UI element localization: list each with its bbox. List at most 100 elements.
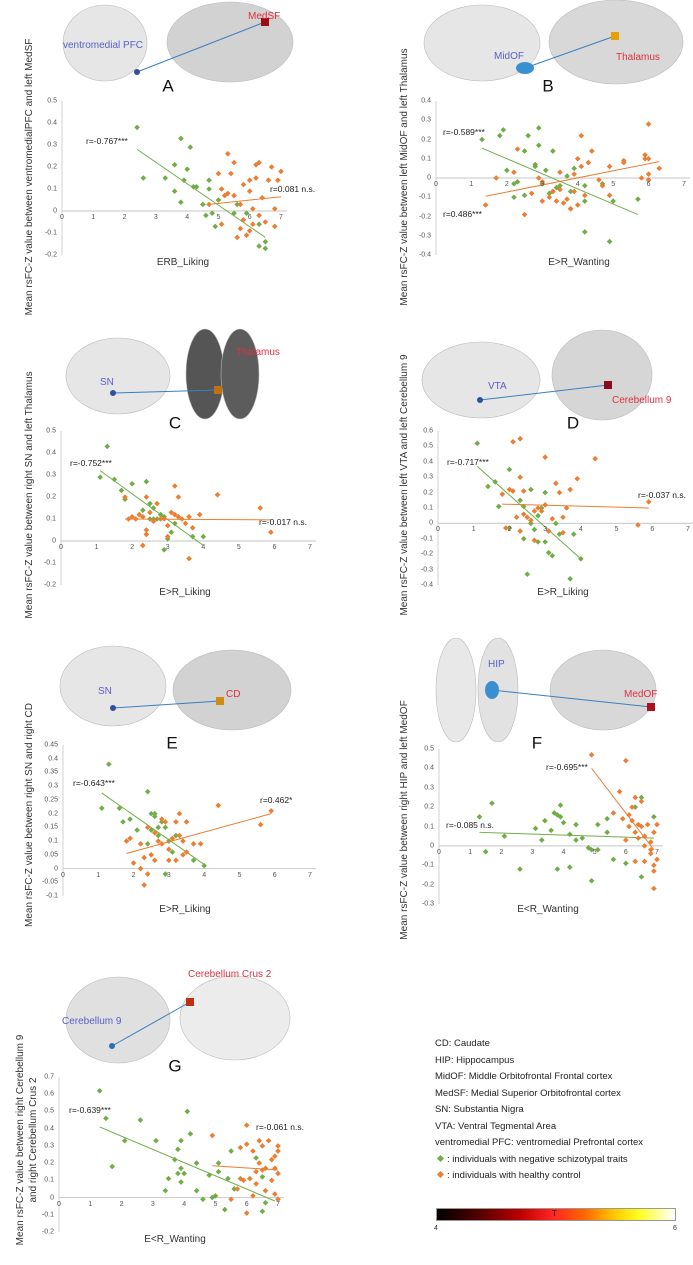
data-point-schizotypal (485, 483, 491, 490)
seed-region-label: ventromedial PFC (63, 40, 144, 51)
data-point-control (563, 505, 570, 511)
data-point-control (482, 202, 489, 208)
x-tick-label: 1 (471, 526, 476, 534)
data-point-control (582, 192, 588, 199)
data-point-schizotypal (511, 194, 517, 201)
legend-abbr: CD: Caudate (435, 1038, 490, 1049)
data-point-control (180, 852, 186, 858)
trend-line-control (212, 1165, 279, 1171)
data-point-control (535, 175, 542, 181)
data-point-control (645, 121, 652, 127)
y-tick-label: 0.35 (44, 768, 58, 776)
data-point-control (275, 1196, 281, 1203)
data-point-control (209, 1132, 216, 1139)
data-point-schizotypal (564, 173, 570, 179)
data-point-control (218, 186, 225, 192)
data-point-schizotypal (651, 814, 657, 820)
data-point-schizotypal (542, 539, 548, 545)
data-point-schizotypal (162, 824, 169, 831)
data-point-schizotypal (162, 1187, 169, 1194)
y-tick-label: 0 (53, 207, 57, 215)
data-point-control (642, 155, 648, 162)
data-point-schizotypal (190, 857, 197, 864)
data-point-control (620, 159, 627, 166)
data-point-control (520, 511, 527, 517)
y-tick-label: 0.1 (44, 1176, 54, 1184)
data-point-control (638, 798, 645, 805)
connection-line (136, 21, 266, 73)
data-point-schizotypal (215, 197, 222, 203)
data-point-schizotypal (201, 863, 207, 869)
data-point-control (175, 514, 182, 520)
x-tick-label: 6 (646, 181, 651, 188)
data-point-schizotypal (150, 505, 157, 511)
data-point-schizotypal (638, 874, 645, 880)
data-point-control (183, 849, 190, 855)
data-point-schizotypal (604, 829, 610, 836)
data-point-schizotypal (531, 526, 538, 533)
y-tick-label: -0.4 (420, 581, 433, 589)
data-point-schizotypal (155, 824, 162, 831)
y-tick-label: -0.2 (41, 1228, 54, 1236)
data-point-schizotypal (193, 1160, 200, 1166)
data-point-schizotypal (187, 144, 194, 150)
data-point-control (140, 514, 146, 520)
data-point-schizotypal (262, 239, 269, 245)
legend-abbr: VTA: Ventral Tegmental Area (435, 1120, 557, 1132)
data-point-schizotypal (571, 165, 577, 172)
data-point-control (140, 542, 146, 549)
connection-line (491, 689, 652, 708)
data-point-control (656, 165, 662, 172)
orange-diamond-icon (436, 1170, 445, 1179)
data-point-control (271, 223, 278, 230)
data-point-control (243, 1122, 250, 1129)
brain-image (65, 976, 171, 1064)
data-point-control (641, 858, 648, 865)
y-axis-title: Mean rsFC-Z value between right HIP and … (399, 700, 410, 940)
data-point-control (645, 177, 652, 183)
y-tick-label: -0.2 (44, 251, 57, 259)
x-tick-label: 5 (592, 848, 597, 856)
data-point-schizotypal (171, 188, 178, 194)
y-tick-label: 0.2 (424, 803, 434, 811)
data-point-schizotypal (517, 497, 523, 504)
data-point-schizotypal (189, 533, 196, 540)
data-point-schizotypal (570, 531, 577, 537)
data-point-schizotypal (554, 812, 561, 818)
trend-line-control (126, 813, 272, 854)
data-point-control (159, 816, 165, 822)
data-point-control (256, 212, 262, 219)
data-point-control (632, 858, 638, 865)
data-point-control (253, 162, 259, 168)
data-point-schizotypal (582, 229, 588, 235)
brain-image (435, 637, 477, 743)
correlation-annotation: r=-0.037 n.s. (638, 489, 686, 500)
colorbar (436, 1208, 676, 1221)
data-point-schizotypal (234, 201, 240, 208)
data-point-schizotypal (256, 221, 262, 227)
trend-line-control (502, 503, 649, 509)
data-point-schizotypal (635, 196, 641, 202)
data-point-schizotypal (543, 167, 549, 174)
brain-image (62, 4, 148, 82)
data-point-schizotypal (525, 132, 531, 139)
y-tick-label: 0.4 (421, 97, 431, 105)
data-point-schizotypal (500, 127, 507, 133)
data-point-control (237, 225, 244, 232)
target-region-marker (214, 386, 222, 394)
seed-region-marker (109, 1043, 115, 1049)
data-point-schizotypal (116, 805, 123, 811)
data-point-control (162, 819, 169, 825)
data-point-control (272, 1153, 278, 1160)
data-point-schizotypal (506, 466, 513, 473)
correlation-annotation: r=-0.085 n.s. (446, 819, 494, 830)
data-point-control (275, 1170, 281, 1177)
data-point-control (237, 1144, 244, 1151)
data-point-schizotypal (127, 816, 133, 822)
data-point-control (228, 170, 234, 177)
target-region-label: Thalamus (616, 52, 660, 63)
x-axis-title: E>R_Liking (537, 587, 589, 598)
data-point-control (130, 860, 137, 866)
data-point-control (256, 1160, 263, 1166)
y-tick-label: 0.2 (47, 163, 57, 171)
